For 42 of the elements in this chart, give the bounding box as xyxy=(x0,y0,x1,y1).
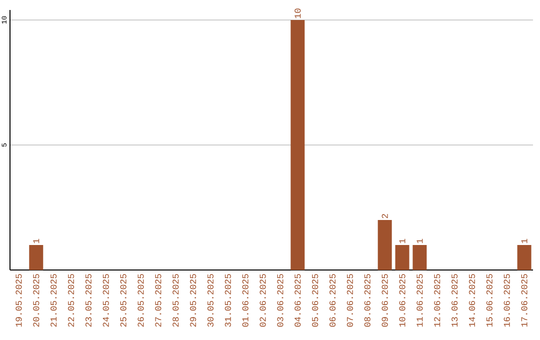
x-tick-label: 12.06.2025 xyxy=(434,274,440,327)
x-tick-label: 07.06.2025 xyxy=(346,274,353,327)
x-tick-label: 08.06.2025 xyxy=(364,274,370,327)
x-tick-label: 15.06.2025 xyxy=(486,274,492,327)
bar xyxy=(29,245,44,270)
x-tick-label: 11.06.2025 xyxy=(416,274,423,327)
x-tick-label: 20.05.2025 xyxy=(33,274,40,327)
x-tick-label: 06.06.2025 xyxy=(329,274,336,327)
x-tick-label: 01.06.2025 xyxy=(242,274,248,327)
x-tick-label: 13.06.2025 xyxy=(452,274,458,327)
x-tick-label: 05.06.2025 xyxy=(312,274,318,327)
data-label: 1 xyxy=(416,238,423,244)
bar xyxy=(290,20,305,270)
data-label: 1 xyxy=(399,238,406,244)
bar xyxy=(412,245,427,270)
data-label: 2 xyxy=(382,214,388,218)
x-tick-label: 27.05.2025 xyxy=(155,274,162,327)
x-tick-label: 26.05.2025 xyxy=(138,274,144,327)
bar xyxy=(378,220,392,270)
bar xyxy=(395,245,410,270)
x-tick-label: 22.05.2025 xyxy=(68,274,74,327)
bar xyxy=(517,245,532,270)
x-tick-label: 29.05.2025 xyxy=(190,274,196,327)
x-tick-label: 03.06.2025 xyxy=(277,274,284,327)
x-tick-label: 19.05.2025 xyxy=(16,274,22,327)
x-tick-label: 24.05.2025 xyxy=(102,274,109,327)
x-tick-label: 16.06.2025 xyxy=(504,274,510,327)
x-tick-label: 25.05.2025 xyxy=(120,274,126,327)
x-tick-label: 17.06.2025 xyxy=(521,274,528,327)
x-tick-label: 28.05.2025 xyxy=(172,274,179,327)
data-label: 1 xyxy=(33,238,40,244)
x-tick-label: 31.05.2025 xyxy=(224,274,231,327)
data-label: 1 xyxy=(521,238,528,244)
x-tick-label: 10.06.2025 xyxy=(399,274,406,327)
x-tick-label: 02.06.2025 xyxy=(260,274,266,327)
x-tick-label: 23.05.2025 xyxy=(85,274,92,327)
x-tick-label: 30.05.2025 xyxy=(207,274,214,327)
data-label: 10 xyxy=(294,8,301,18)
x-tick-label: 09.06.2025 xyxy=(382,274,388,327)
x-tick-label: 14.06.2025 xyxy=(468,274,476,327)
x-tick-label: 21.05.2025 xyxy=(50,274,57,327)
x-tick-label: 04.06.2025 xyxy=(294,274,301,327)
